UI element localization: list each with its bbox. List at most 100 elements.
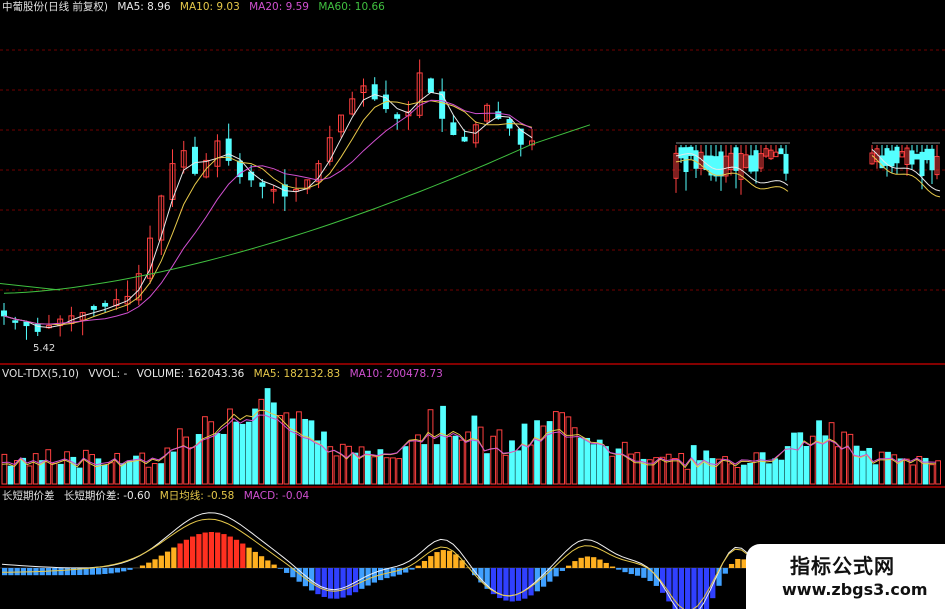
volume-bar (333, 455, 340, 485)
low-price-label: 5.42 (33, 343, 56, 354)
macd-bar (741, 559, 747, 568)
volume-bar (346, 445, 352, 485)
candle-body (90, 306, 97, 310)
volume-bar (364, 450, 371, 485)
macd-bar (45, 568, 52, 576)
macd-bar (108, 568, 114, 574)
fragment-a-body (693, 150, 699, 169)
candle-body (236, 160, 243, 178)
stock-title: 中葡股份(日线 前复权) (2, 1, 109, 13)
candle-body (461, 136, 468, 142)
volume-bar (208, 421, 215, 485)
macd-bar (352, 568, 359, 593)
volume-bar (202, 416, 208, 485)
macd-bar (271, 564, 277, 568)
macd-bar (202, 532, 208, 568)
fragment-b-body (924, 148, 930, 161)
candle-body (349, 98, 356, 115)
volume-bar (252, 408, 258, 485)
volume-bar (515, 450, 522, 485)
macd-bar (258, 556, 265, 568)
macd-bar (346, 568, 352, 596)
macd-bar (453, 554, 459, 568)
volume-bar (878, 451, 885, 485)
volume-bar (95, 458, 102, 485)
macd-bar (540, 568, 547, 587)
ma20-line (3, 99, 533, 325)
volume-bar (433, 444, 440, 485)
volume-bar (791, 432, 797, 485)
candle-body (394, 114, 401, 119)
volume-bar (245, 421, 252, 485)
macd-bar (609, 566, 616, 568)
fragment-a-body (783, 153, 789, 174)
macd-bar (102, 568, 108, 574)
volume-bar (484, 453, 490, 485)
fragment-a-body (673, 152, 679, 179)
macd-bar (691, 568, 697, 609)
macd-bar (183, 539, 189, 568)
volume-bar (126, 460, 133, 485)
volume-bar (133, 455, 139, 485)
macd-bar (340, 568, 346, 598)
volume-bar (596, 439, 603, 485)
ma60-readout: MA60: 10.66 (318, 1, 385, 13)
volume-bar (603, 446, 609, 485)
macd-bar (547, 568, 553, 582)
volume-bar (834, 446, 841, 485)
volume-bar (672, 457, 678, 485)
macd-bar (334, 568, 340, 599)
volume-bar (872, 464, 879, 485)
macd-bar (64, 568, 70, 576)
fragment-a-body (753, 150, 759, 172)
volume-bar (841, 431, 848, 485)
fragment-a-ma (675, 159, 789, 192)
candle-body (259, 182, 266, 187)
macd-bar (158, 555, 164, 568)
macd-bar (666, 568, 672, 602)
watermark-title: 指标公式网 (790, 554, 895, 578)
volume-bar (164, 447, 171, 485)
volume-bar (458, 439, 465, 485)
vol-indicator-name: VOL-TDX(5,10) (2, 368, 80, 380)
macd-bar (421, 560, 428, 568)
volume-bar (51, 462, 58, 485)
macd-bar (735, 558, 741, 568)
candle-body (158, 195, 165, 241)
macd-bar (240, 543, 246, 568)
fragment-a-body (748, 155, 754, 172)
volume-bar (910, 464, 916, 485)
volume-bar (665, 453, 672, 485)
macd-bar (277, 568, 283, 569)
spread-readout: 长短期价差: -0.60 (63, 490, 151, 502)
volume-bar (264, 388, 271, 485)
volume-bar (640, 458, 647, 485)
volume-bar (1, 453, 8, 485)
volume-bar (371, 456, 378, 485)
ma20-readout: MA20: 9.59 (249, 1, 309, 13)
macd-bar (70, 568, 77, 576)
macd-bar (2, 568, 8, 576)
candle-body (203, 159, 210, 178)
volume-bar (615, 448, 622, 485)
candle-body (102, 302, 109, 307)
volume-bar (20, 457, 27, 485)
volume-bar (565, 416, 572, 485)
candle-body (225, 138, 232, 161)
volume-bar (145, 466, 152, 485)
ma10-readout: MA10: 9.03 (179, 1, 240, 13)
volume-bar (114, 452, 121, 485)
volume-bar (220, 433, 227, 485)
macd-bar (722, 568, 728, 574)
volume-bar (759, 452, 766, 485)
fragment-b-body (889, 150, 895, 167)
volume-bar (621, 441, 628, 485)
volume-bar (314, 440, 321, 485)
fragment-a-body (678, 147, 684, 159)
macd-bar (484, 568, 490, 589)
macd-bar (622, 568, 628, 573)
volume-bar (427, 409, 434, 485)
volume-bar (7, 465, 14, 485)
volume-bar (57, 463, 64, 485)
indicator-panel-header: 长短期价差 长短期价差: -0.60 M日均线: -0.58 MACD: -0.… (2, 489, 315, 503)
